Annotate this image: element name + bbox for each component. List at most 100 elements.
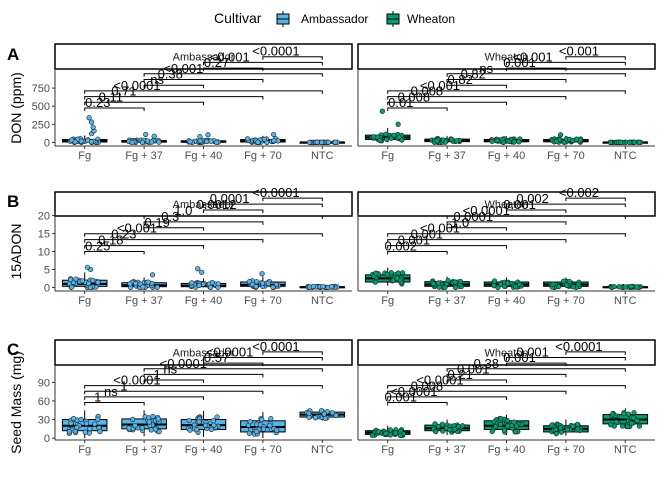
data-point — [68, 420, 74, 426]
data-point — [564, 427, 571, 433]
data-point — [126, 425, 132, 431]
comparison-line — [143, 373, 264, 378]
box-fg-37 — [424, 276, 470, 291]
data-point — [214, 139, 220, 145]
comparison-line — [387, 233, 626, 237]
outlier-point — [86, 115, 92, 121]
comparison-line — [84, 251, 145, 255]
data-point — [610, 411, 616, 417]
facet-strip — [357, 339, 656, 366]
comparison-line — [84, 245, 204, 249]
comparison-label: <0.0001 — [416, 373, 463, 388]
data-point — [208, 138, 214, 144]
x-tick-label: Fg + 37 — [125, 295, 163, 307]
data-point — [139, 425, 145, 431]
comparison-label: <0.0001 — [252, 185, 299, 200]
comparison-bracket: <0.001 — [203, 49, 323, 66]
x-tick-label: Fg + 37 — [125, 444, 163, 456]
comparison-bracket: <0.001 — [143, 61, 323, 77]
comparison-line — [143, 73, 323, 77]
data-point — [629, 420, 635, 426]
data-point — [155, 416, 161, 422]
data-point — [513, 284, 519, 290]
data-point — [203, 422, 209, 428]
comparison-label: <0.0001 — [252, 44, 299, 59]
y-tick-label: 250 — [32, 119, 50, 131]
data-point — [329, 284, 335, 290]
x-tick-label: NTC — [614, 150, 637, 162]
data-point — [69, 137, 75, 143]
data-point — [494, 137, 500, 143]
data-point — [504, 418, 510, 424]
data-point — [97, 428, 103, 435]
x-tick-label: Fg — [381, 295, 394, 307]
data-point — [265, 280, 271, 286]
x-tick-label: Fg — [381, 150, 394, 162]
data-point — [447, 427, 453, 433]
y-tick-label: 500 — [32, 101, 50, 113]
data-point — [211, 422, 217, 428]
comparison-label: <0.0001 — [206, 345, 253, 360]
data-point — [500, 139, 506, 145]
outlier-point — [271, 131, 277, 138]
data-point — [154, 284, 160, 290]
data-point — [558, 425, 564, 431]
comparison-bracket: 0.008 — [387, 84, 567, 100]
outlier-point — [199, 269, 205, 275]
panel-a: A DON (ppm) 0 250 500 750 Ambassador Fg Fg + 37 F… — [7, 43, 656, 162]
x-tick-label: Fg + 70 — [244, 444, 282, 456]
data-point — [377, 137, 383, 144]
data-point — [90, 277, 96, 283]
box-ntc — [299, 139, 346, 145]
data-point — [553, 431, 559, 437]
data-point — [208, 284, 214, 291]
data-point — [434, 138, 440, 144]
y-tick-label: 20 — [38, 211, 50, 223]
y-tick-label: 15 — [38, 229, 50, 241]
comparison-label: <0.001 — [163, 61, 203, 76]
comparison-line — [506, 362, 567, 367]
data-point — [312, 415, 318, 421]
outlier-point — [557, 132, 564, 138]
data-point — [511, 139, 517, 145]
data-point — [332, 139, 338, 145]
comparison-bracket: <0.0001 — [252, 185, 323, 202]
facet-strip-label: Wheaton — [484, 52, 528, 64]
comparison-line — [203, 362, 264, 367]
data-point — [78, 138, 84, 144]
box-fg-40 — [483, 414, 530, 436]
data-point — [139, 139, 145, 145]
comparison-bracket: <0.0001 — [84, 373, 323, 389]
data-point — [489, 428, 495, 435]
data-point — [95, 279, 101, 286]
comparison-line — [506, 209, 567, 214]
data-point — [445, 277, 451, 284]
data-point — [270, 284, 276, 290]
data-point — [78, 416, 84, 423]
data-point — [74, 424, 80, 431]
data-point — [442, 139, 449, 145]
x-tick-label: Fg + 70 — [547, 295, 585, 307]
comparison-line — [84, 402, 145, 406]
data-point — [253, 429, 260, 435]
x-tick-label: Fg + 37 — [428, 295, 466, 307]
data-point — [574, 136, 580, 142]
comparison-line — [143, 379, 204, 383]
comparison-line — [446, 379, 507, 383]
box-fg-37 — [424, 135, 470, 145]
x-tick-label: Fg + 40 — [185, 444, 223, 456]
data-point — [383, 131, 389, 137]
data-point — [451, 426, 457, 432]
data-point — [145, 279, 151, 285]
data-point — [66, 429, 72, 435]
comparison-line — [84, 101, 204, 106]
outlier-point — [197, 133, 203, 140]
comparison-line — [387, 90, 626, 94]
comparison-line — [387, 402, 448, 406]
data-point — [83, 420, 90, 427]
comparison-bracket: <0.001 — [84, 221, 323, 237]
comparison-label: 0.38 — [474, 356, 499, 371]
comparison-bracket: <0.0001 — [203, 345, 323, 361]
